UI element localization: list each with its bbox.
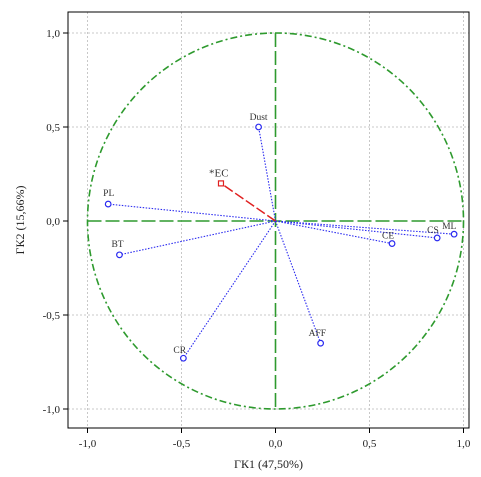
y-tick-label: 0,5 bbox=[46, 122, 60, 134]
vector-cs bbox=[275, 220, 438, 239]
variable-points bbox=[104, 123, 458, 362]
point-ce bbox=[388, 240, 396, 247]
y-axis-title: ГК2 (15,66%) bbox=[13, 186, 27, 255]
point-dust bbox=[255, 123, 262, 131]
point-bt bbox=[116, 251, 123, 259]
label-cs: CS bbox=[427, 226, 439, 236]
label-aff: AFF bbox=[309, 329, 326, 339]
vector-bt bbox=[119, 220, 276, 256]
x-tick-label: 1,0 bbox=[457, 438, 471, 450]
label-supplementary: *EC bbox=[209, 167, 229, 179]
vector-cr bbox=[182, 220, 276, 359]
vector-aff bbox=[274, 220, 322, 344]
vector-supplementary bbox=[220, 182, 276, 222]
point-cr bbox=[179, 354, 187, 362]
label-pl: PL bbox=[103, 189, 114, 199]
label-dust: Dust bbox=[250, 113, 268, 123]
vector-pl bbox=[108, 203, 276, 222]
vector-ce bbox=[275, 220, 393, 245]
vector-dust bbox=[258, 126, 277, 222]
y-tick-label: -0,5 bbox=[43, 310, 61, 322]
x-tick-label: 0,0 bbox=[269, 438, 283, 450]
y-tick-label: 1,0 bbox=[46, 28, 60, 40]
label-cr: CR bbox=[173, 346, 186, 356]
label-bt: BT bbox=[111, 240, 123, 250]
label-ml: ML bbox=[442, 222, 456, 232]
label-ce: CE bbox=[382, 232, 394, 242]
y-tick-label: 0,0 bbox=[46, 216, 60, 228]
x-axis-title: ГК1 (47,50%) bbox=[234, 457, 303, 471]
variable-vectors bbox=[108, 126, 455, 359]
y-tick-labels: 1,0 0,5 0,0 -0,5 -1,0 bbox=[43, 28, 61, 416]
x-tick-labels: -1,0 -0,5 0,0 0,5 1,0 bbox=[79, 438, 471, 450]
y-tick-label: -1,0 bbox=[43, 404, 61, 416]
point-supplementary bbox=[217, 180, 225, 187]
x-tick-label: -0,5 bbox=[173, 438, 191, 450]
point-aff bbox=[317, 339, 325, 347]
plot-frame bbox=[67, 11, 470, 429]
tick-marks bbox=[63, 32, 464, 433]
point-pl bbox=[104, 200, 112, 208]
variable-labels: Dust PL BT CR AFF CE CS ML *EC bbox=[103, 113, 456, 356]
point-cs bbox=[433, 234, 441, 242]
x-tick-label: 0,5 bbox=[363, 438, 377, 450]
x-tick-label: -1,0 bbox=[79, 438, 97, 450]
point-ml bbox=[450, 230, 458, 238]
